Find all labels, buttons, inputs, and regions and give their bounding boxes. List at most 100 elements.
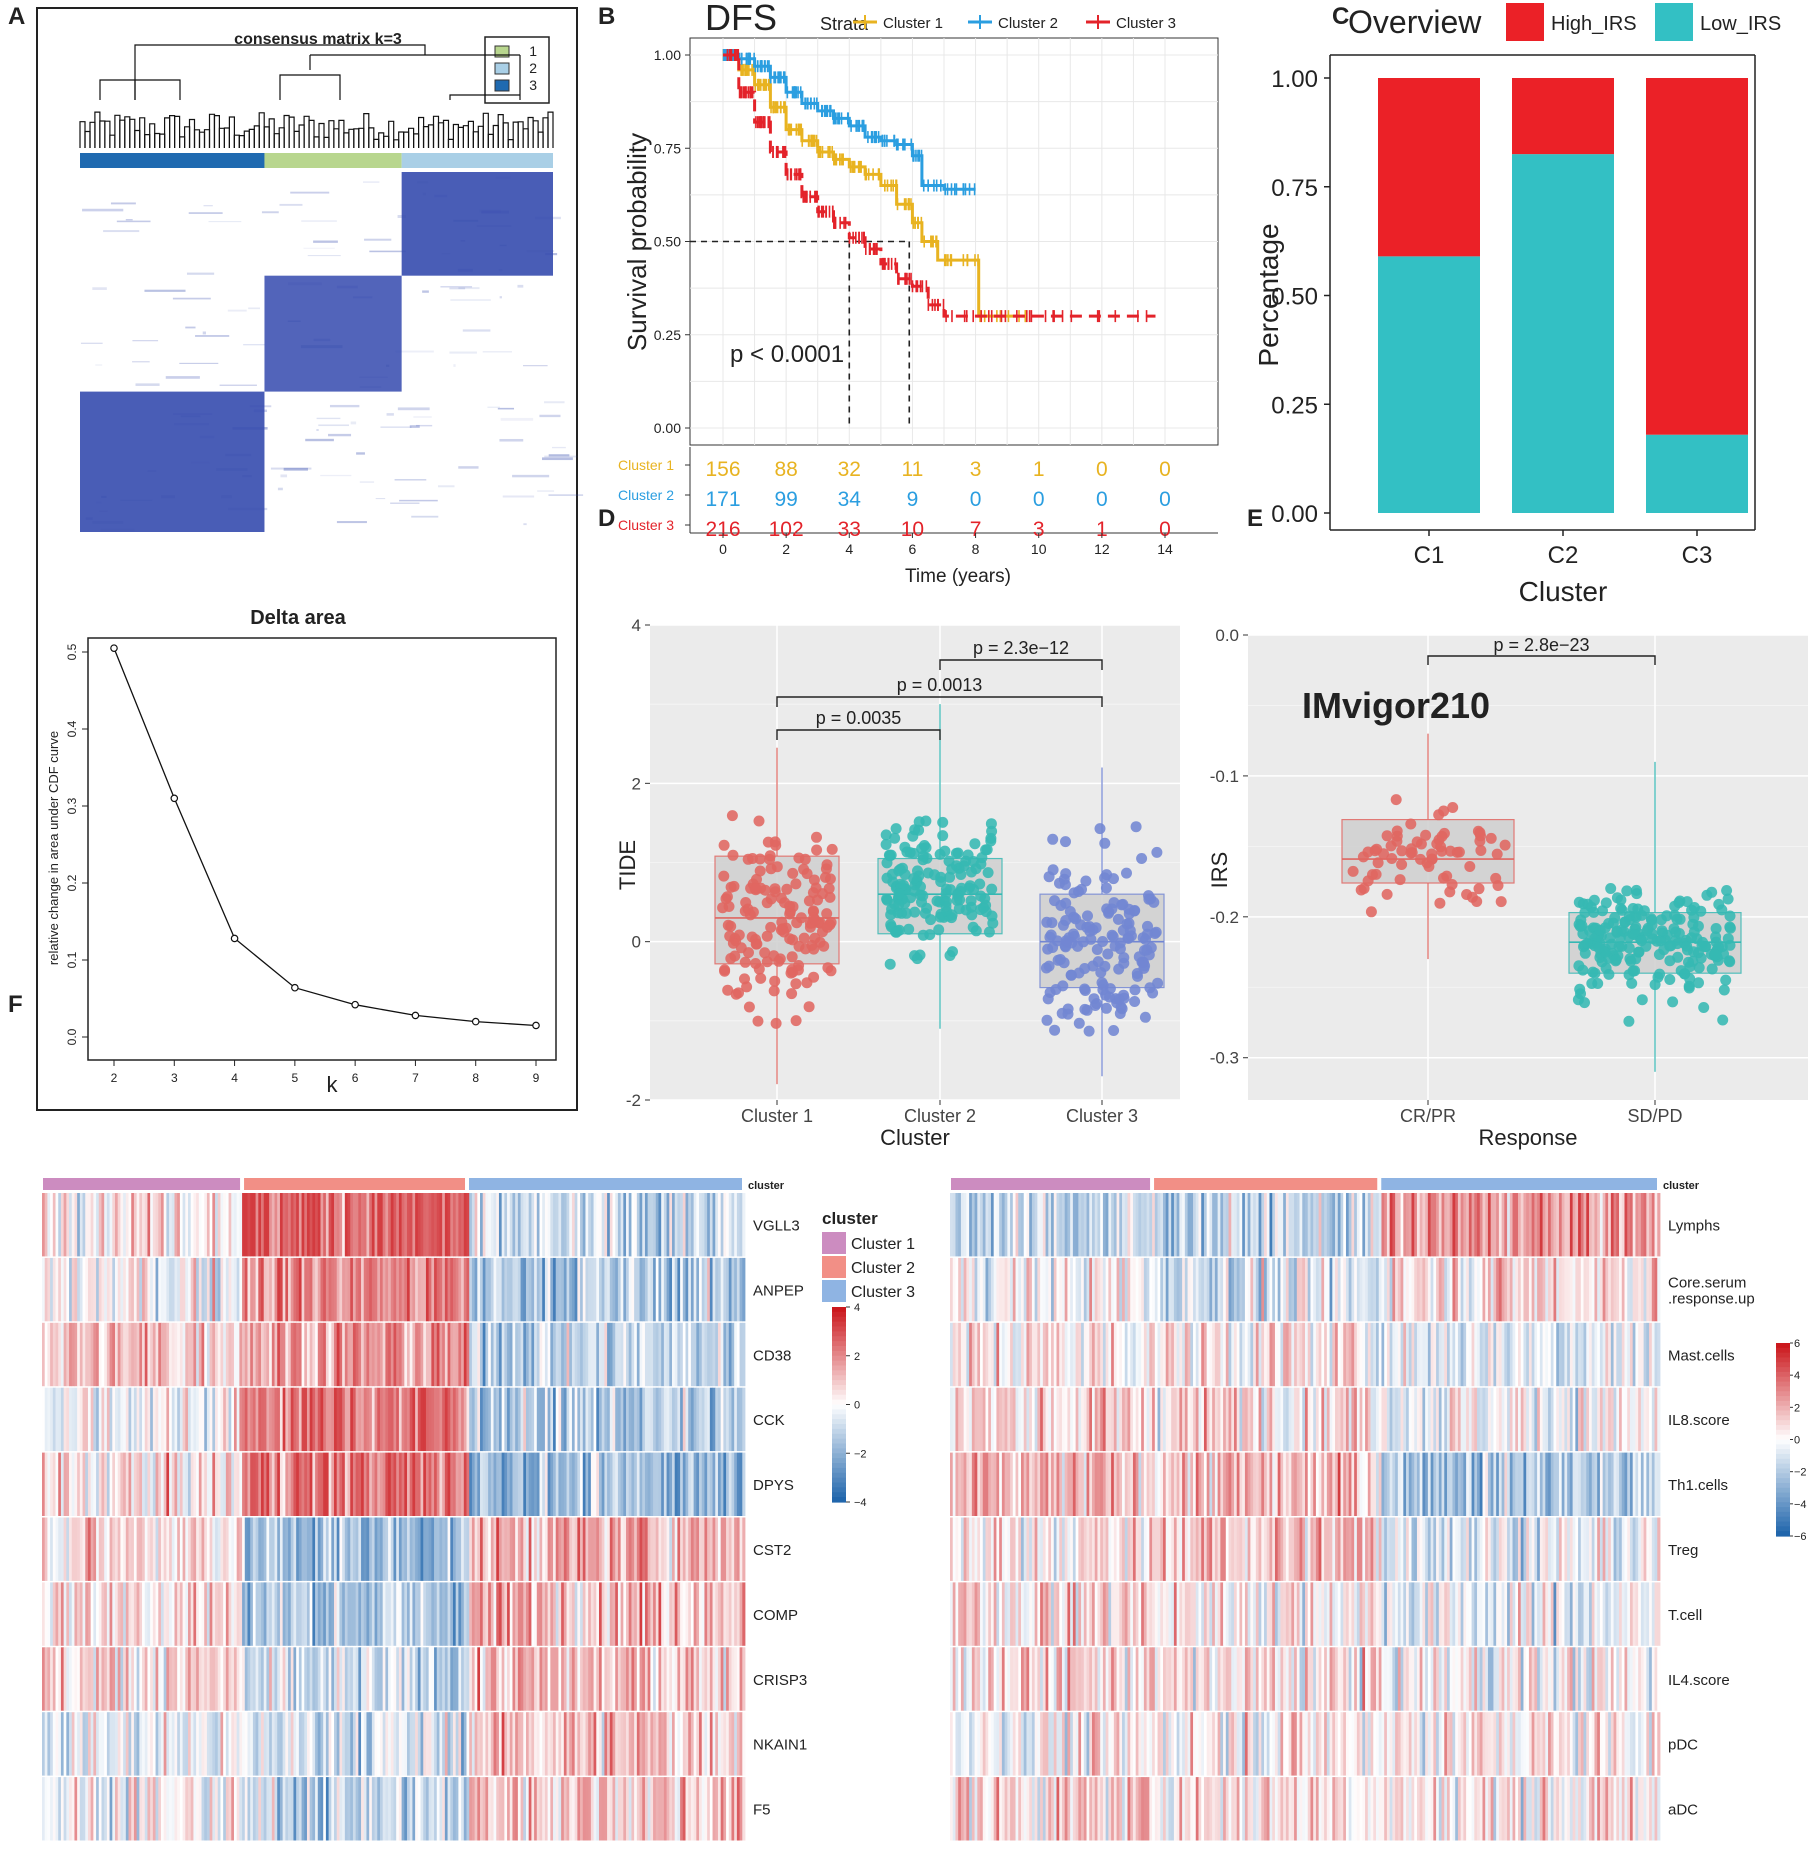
panel-f-cell bbox=[399, 1582, 402, 1645]
panel-f-cell bbox=[323, 1712, 326, 1775]
panel-f-cell bbox=[383, 1388, 386, 1451]
panel-f-cell bbox=[621, 1453, 624, 1516]
panel-f-cell bbox=[337, 1193, 340, 1256]
panel-f-cell bbox=[239, 1453, 242, 1516]
panel-g-cell bbox=[1253, 1193, 1256, 1256]
panel-f-cell bbox=[45, 1777, 48, 1840]
panel-f-cell bbox=[158, 1193, 161, 1256]
panel-f-cell bbox=[275, 1323, 278, 1386]
panel-f-cell bbox=[199, 1388, 202, 1451]
panel-f-cell bbox=[210, 1388, 213, 1451]
panel-f-cell bbox=[207, 1453, 210, 1516]
panel-f-cell bbox=[293, 1453, 296, 1516]
panel-f-cell bbox=[691, 1712, 694, 1775]
panel-f-cell bbox=[453, 1258, 456, 1321]
delta-point bbox=[412, 1012, 418, 1018]
panel-g-cell bbox=[1062, 1193, 1065, 1256]
panel-f-cell bbox=[345, 1712, 348, 1775]
panel-f-cell bbox=[621, 1258, 624, 1321]
dendrogram-leaf bbox=[488, 134, 493, 148]
panel-f-cell bbox=[229, 1453, 232, 1516]
panel-f-cell bbox=[118, 1453, 121, 1516]
panel-g-cell bbox=[1603, 1258, 1606, 1321]
panel-g-cell bbox=[1158, 1323, 1161, 1386]
panel-f-cell bbox=[591, 1193, 594, 1256]
panel-f-cell bbox=[231, 1388, 234, 1451]
panel-f-cell bbox=[96, 1712, 99, 1775]
panel-g-cell bbox=[1417, 1193, 1420, 1256]
panel-f-cell bbox=[164, 1453, 167, 1516]
panel-f-cell bbox=[307, 1647, 310, 1710]
panel-f-cell bbox=[120, 1193, 123, 1256]
km-risk-value: 0 bbox=[1096, 458, 1108, 481]
panel-e-point bbox=[1490, 873, 1501, 884]
panel-g-cell bbox=[1100, 1323, 1103, 1386]
panel-g-cell bbox=[1117, 1193, 1120, 1256]
panel-f-cell bbox=[399, 1388, 402, 1451]
panel-f-cell bbox=[358, 1388, 361, 1451]
panel-f-cell bbox=[464, 1712, 467, 1775]
panel-f-cell bbox=[396, 1323, 399, 1386]
panel-f-cell bbox=[342, 1518, 345, 1581]
panel-f-cell bbox=[342, 1193, 345, 1256]
panel-f-cell bbox=[166, 1712, 169, 1775]
panel-f-cell bbox=[696, 1388, 699, 1451]
panel-f-cell bbox=[269, 1388, 272, 1451]
panel-f-cell bbox=[521, 1388, 524, 1451]
panel-f-cell bbox=[337, 1323, 340, 1386]
panel-f-cell bbox=[277, 1647, 280, 1710]
panel-f-cell bbox=[702, 1582, 705, 1645]
panel-f-cell bbox=[475, 1388, 478, 1451]
panel-g-cell bbox=[1152, 1323, 1155, 1386]
delta-point bbox=[533, 1022, 539, 1028]
panel-f-cell bbox=[515, 1323, 518, 1386]
panel-g-cell bbox=[1259, 1258, 1262, 1321]
panel-f-cell bbox=[337, 1647, 340, 1710]
panel-f-cell bbox=[699, 1647, 702, 1710]
panel-f-cell bbox=[329, 1453, 332, 1516]
panel-f-cell bbox=[615, 1518, 618, 1581]
panel-f-cell bbox=[177, 1712, 180, 1775]
consensus-noise bbox=[477, 225, 511, 226]
panel-f-cell bbox=[329, 1777, 332, 1840]
panel-f-cell bbox=[174, 1388, 177, 1451]
panel-g-cell bbox=[1035, 1193, 1038, 1256]
panel-f-cell bbox=[361, 1323, 364, 1386]
panel-f-cell bbox=[686, 1453, 689, 1516]
panel-d-point bbox=[986, 884, 997, 895]
panel-f-cell bbox=[361, 1518, 364, 1581]
panel-f-cell bbox=[542, 1323, 545, 1386]
panel-g-cell bbox=[1308, 1193, 1311, 1256]
panel-f-cell bbox=[458, 1647, 461, 1710]
panel-f-cell bbox=[580, 1582, 583, 1645]
panel-d-point bbox=[945, 950, 956, 961]
f-legend-title: cluster bbox=[822, 1209, 878, 1228]
panel-f-cell bbox=[120, 1388, 123, 1451]
panel-f-cell bbox=[256, 1647, 259, 1710]
dendrogram-leaf bbox=[130, 119, 135, 148]
panel-f-cell bbox=[688, 1777, 691, 1840]
panel-f-cell bbox=[572, 1388, 575, 1451]
panel-d-point bbox=[885, 959, 896, 970]
c-legend-label: Low_IRS bbox=[1700, 13, 1781, 35]
panel-f-cell bbox=[583, 1647, 586, 1710]
panel-d-point bbox=[799, 933, 810, 944]
panel-f-cell bbox=[572, 1453, 575, 1516]
panel-f-cell bbox=[380, 1712, 383, 1775]
panel-f-cell bbox=[261, 1777, 264, 1840]
panel-f-cell bbox=[283, 1647, 286, 1710]
panel-g-cell bbox=[1504, 1193, 1507, 1256]
panel-f-cell bbox=[423, 1647, 426, 1710]
dendrogram-leaf bbox=[314, 137, 319, 148]
panel-f-cell bbox=[615, 1258, 618, 1321]
panel-f-cell bbox=[91, 1582, 94, 1645]
panel-g-cell bbox=[1097, 1193, 1100, 1256]
panel-g-cell bbox=[1141, 1323, 1144, 1386]
panel-f-cell bbox=[545, 1647, 548, 1710]
panel-f-cell bbox=[658, 1388, 661, 1451]
panel-f-cell bbox=[488, 1518, 491, 1581]
panel-f-cell bbox=[626, 1258, 629, 1321]
panel-f-cell bbox=[150, 1323, 153, 1386]
panel-f-cell bbox=[239, 1258, 242, 1321]
panel-g-cell bbox=[1313, 1258, 1316, 1321]
